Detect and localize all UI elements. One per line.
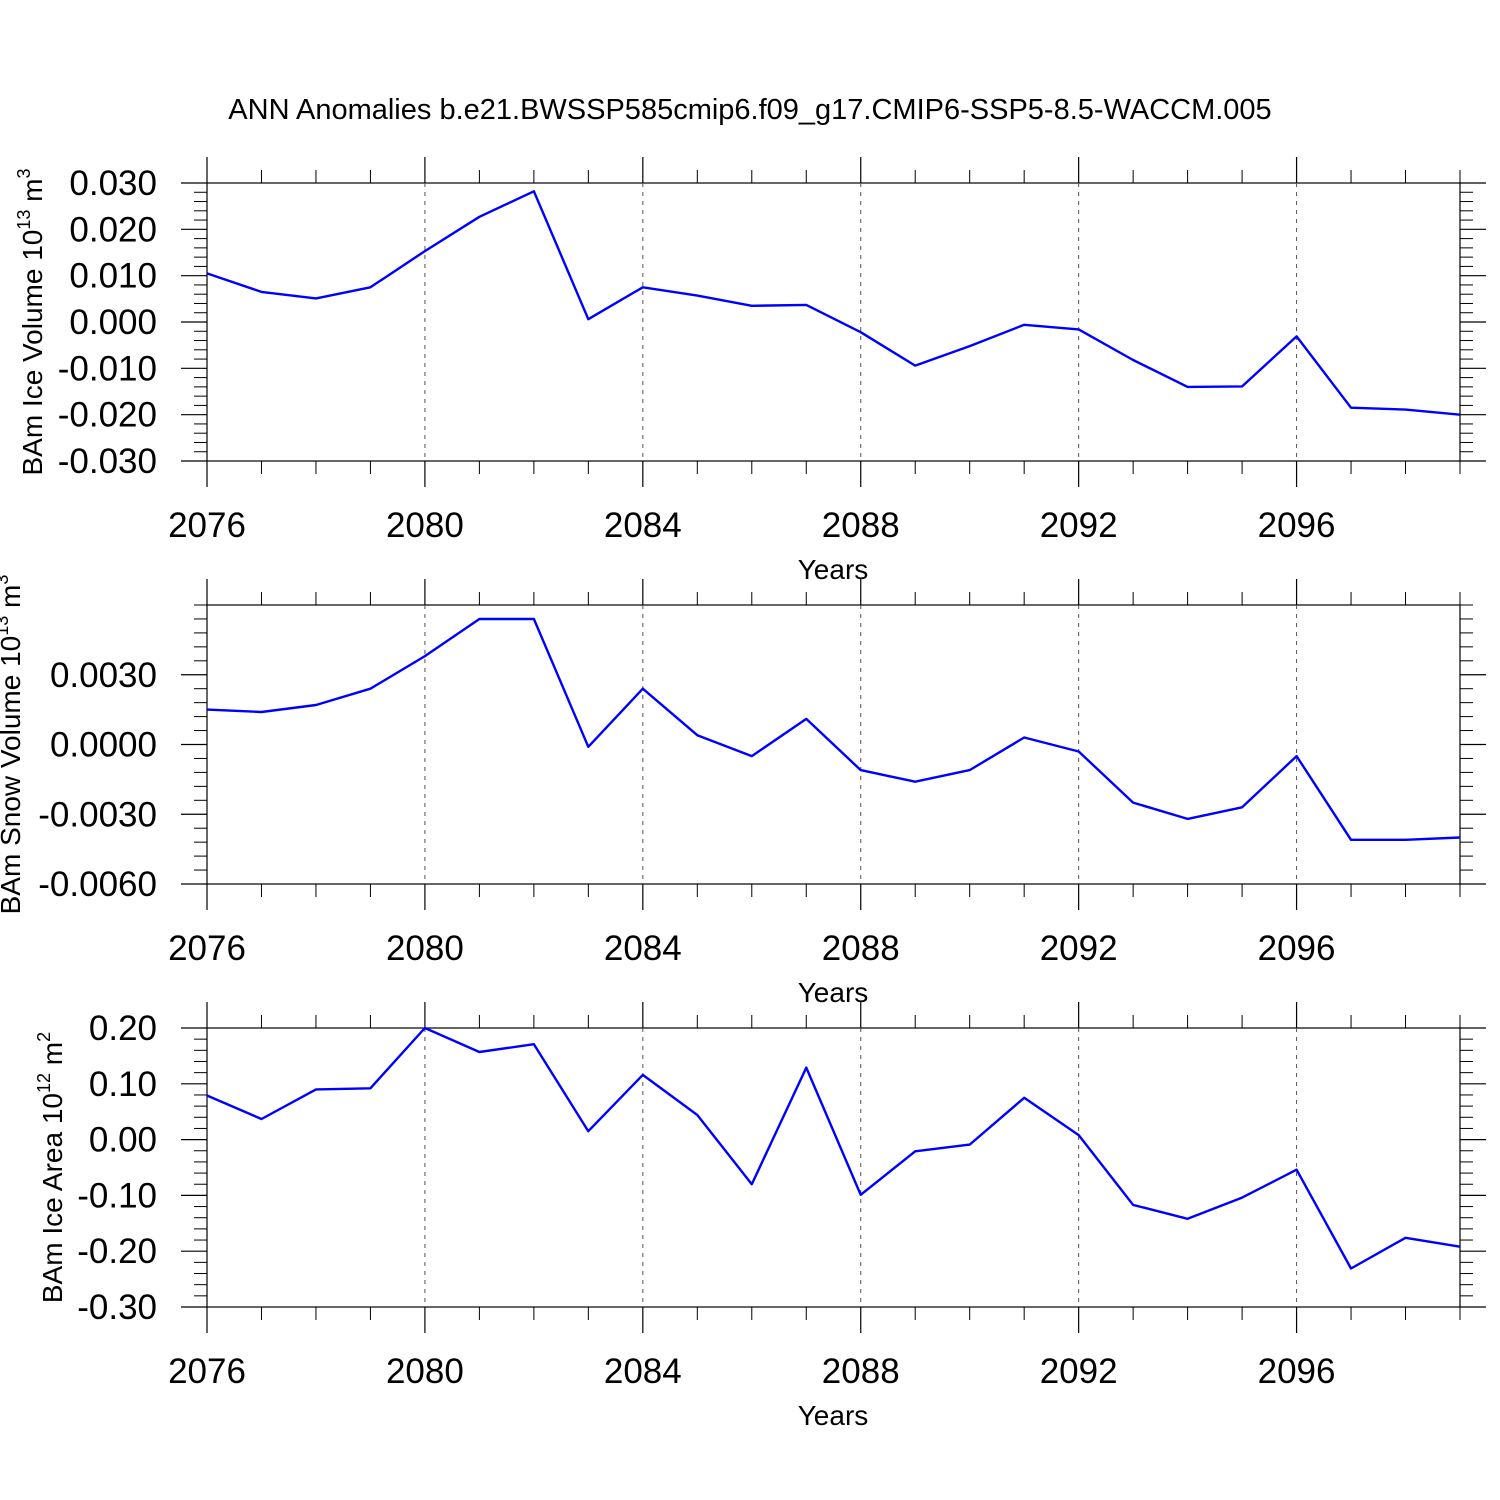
y-tick-label: 0.0000 — [50, 726, 157, 765]
series-line-ice-area — [206, 1026, 1461, 1270]
x-tick-label: 2092 — [1040, 929, 1118, 968]
y-axis-label: BAm Ice Volume 1013 m3 — [14, 168, 48, 475]
y-tick-label: 0.00 — [89, 1121, 157, 1160]
x-tick-label: 2080 — [386, 1352, 464, 1391]
y-tick-label: 0.000 — [69, 303, 157, 342]
y-tick-label: 0.020 — [69, 210, 157, 249]
figure-title: ANN Anomalies b.e21.BWSSP585cmip6.f09_g1… — [228, 94, 1271, 126]
plot-frame — [206, 1027, 1461, 1308]
x-tick-label: 2096 — [1258, 929, 1336, 968]
y-tick-label: -0.010 — [58, 349, 157, 388]
x-tick-label: 2084 — [604, 1352, 682, 1391]
x-tick-label: 2080 — [386, 506, 464, 545]
panel-ice-volume: 2076 2080 2084 2088 2092 2096 Years -0.030 -0.02… — [14, 157, 1486, 585]
x-tick-label: 2084 — [604, 506, 682, 545]
x-tick-label: 2084 — [604, 929, 682, 968]
x-axis-label: Years — [798, 1400, 869, 1431]
x-tick-label: 2076 — [168, 1352, 246, 1391]
x-tick-label: 2092 — [1040, 506, 1118, 545]
x-tick-label: 2092 — [1040, 1352, 1118, 1391]
series-line-snow-volume — [206, 617, 1461, 841]
y-tick-label: -0.030 — [58, 442, 157, 481]
x-tick-label: 2096 — [1258, 506, 1336, 545]
y-axis-label: BAm Snow Volume 1013 m3 — [0, 575, 26, 915]
x-tick-label: 2088 — [822, 929, 900, 968]
plot-frame — [206, 182, 1461, 462]
y-tick-label: -0.30 — [77, 1288, 157, 1327]
x-tick-label: 2096 — [1258, 1352, 1336, 1391]
y-tick-label: 0.0030 — [50, 656, 157, 695]
x-tick-label: 2076 — [168, 506, 246, 545]
x-tick-label: 2088 — [822, 1352, 900, 1391]
y-tick-label: 0.10 — [89, 1065, 157, 1104]
y-tick-label: 0.010 — [69, 257, 157, 296]
y-tick-label: 0.20 — [89, 1009, 157, 1048]
y-tick-label: -0.10 — [77, 1176, 157, 1215]
y-axis-label: BAm Ice Area 1012 m2 — [34, 1032, 68, 1303]
series-line-ice-volume — [206, 190, 1461, 416]
panels-group: 2076 2080 2084 2088 2092 2096 Years -0.030 -0.02… — [0, 157, 1486, 1431]
panel-snow-volume: 2076 2080 2084 2088 2092 2096 Years -0.0060 -0.0… — [0, 575, 1486, 1008]
y-tick-label: 0.030 — [69, 164, 157, 203]
x-axis-label: Years — [798, 977, 869, 1008]
x-tick-label: 2080 — [386, 929, 464, 968]
panel-ice-area: 2076 2080 2084 2088 2092 2096 Years -0.30 -0.20 -… — [34, 1002, 1486, 1431]
y-tick-label: -0.0030 — [38, 795, 157, 834]
x-axis-label: Years — [798, 554, 869, 585]
y-tick-label: -0.020 — [58, 396, 157, 435]
y-tick-label: -0.20 — [77, 1232, 157, 1271]
x-tick-label: 2076 — [168, 929, 246, 968]
x-tick-label: 2088 — [822, 506, 900, 545]
y-tick-label: -0.0060 — [38, 865, 157, 904]
